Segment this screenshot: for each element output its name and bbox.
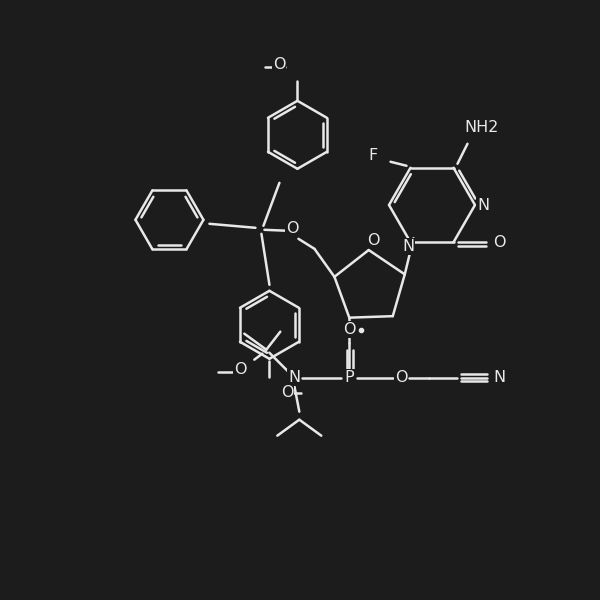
Text: O: O [234, 362, 247, 377]
Text: O: O [281, 385, 293, 400]
Text: N: N [403, 239, 415, 254]
Text: N: N [288, 370, 301, 385]
Text: N: N [493, 370, 505, 385]
Text: P: P [344, 370, 354, 385]
Text: O: O [395, 370, 407, 385]
Text: O: O [286, 221, 299, 236]
Text: N: N [477, 197, 489, 212]
Text: O: O [273, 58, 286, 73]
Text: O: O [367, 233, 380, 248]
Text: F: F [368, 148, 377, 163]
Text: O: O [343, 322, 356, 337]
Text: O: O [493, 235, 506, 250]
Text: NH2: NH2 [464, 120, 499, 135]
